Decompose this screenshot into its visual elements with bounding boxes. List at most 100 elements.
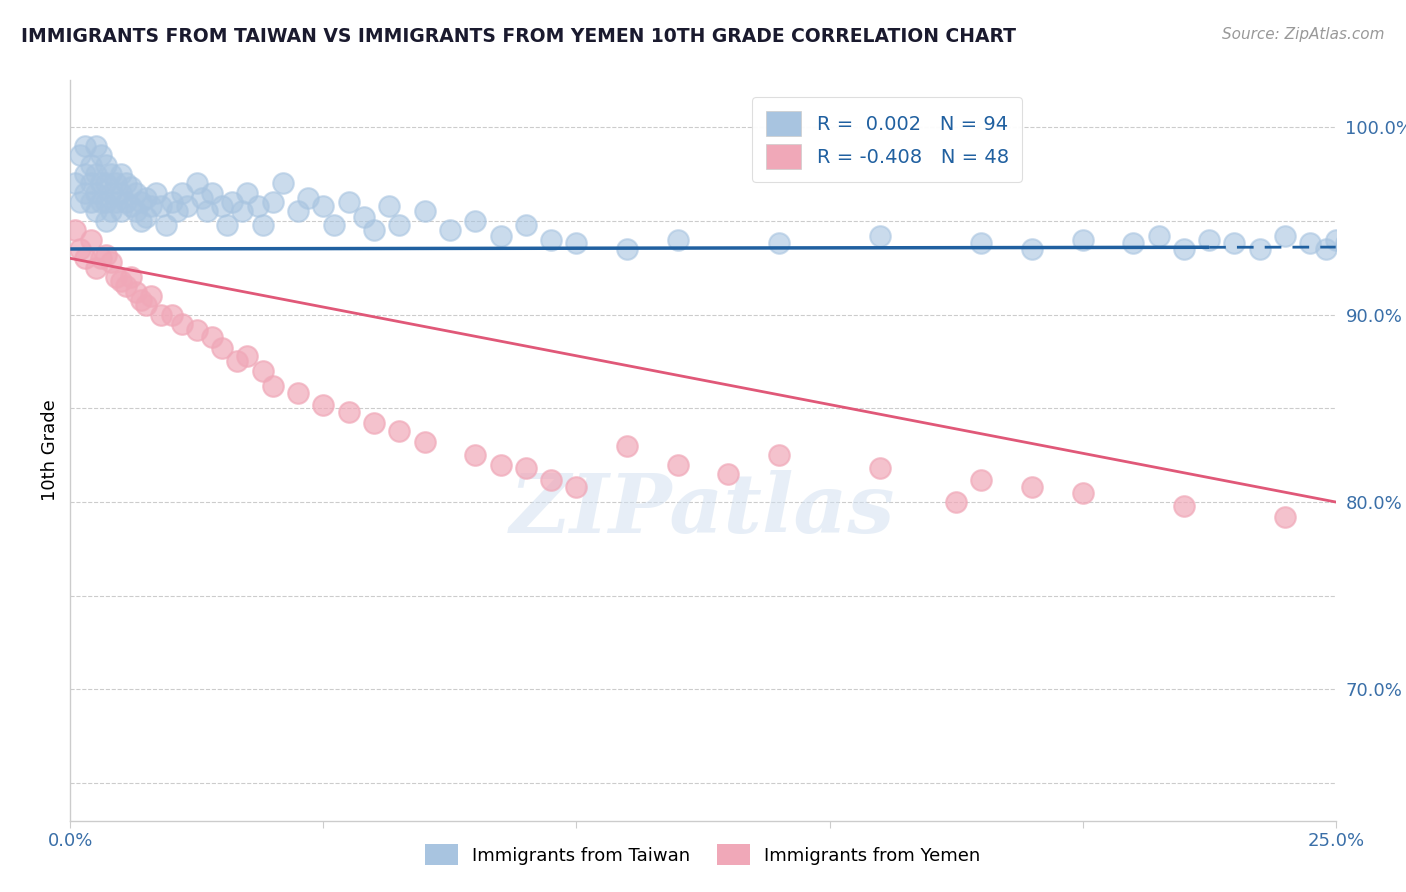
Point xyxy=(1071,233,1094,247)
Point xyxy=(970,236,993,251)
Point xyxy=(388,218,411,232)
Point xyxy=(217,218,239,232)
Point xyxy=(90,148,112,162)
Point xyxy=(616,242,638,256)
Point xyxy=(90,195,112,210)
Point xyxy=(1299,236,1322,251)
Point xyxy=(176,199,198,213)
Point xyxy=(110,186,132,200)
Point xyxy=(211,199,233,213)
Point xyxy=(413,435,436,450)
Point xyxy=(515,461,537,475)
Point xyxy=(337,405,360,419)
Point xyxy=(378,199,401,213)
Point xyxy=(84,260,107,275)
Point xyxy=(464,214,486,228)
Point xyxy=(252,218,274,232)
Point xyxy=(120,270,142,285)
Point xyxy=(540,233,562,247)
Point xyxy=(388,424,411,438)
Point xyxy=(439,223,461,237)
Point xyxy=(1021,242,1043,256)
Point xyxy=(79,158,101,172)
Point xyxy=(115,195,138,210)
Point xyxy=(945,495,967,509)
Point xyxy=(226,354,249,368)
Point xyxy=(145,186,167,200)
Point xyxy=(115,177,138,191)
Point xyxy=(489,228,512,243)
Point xyxy=(262,195,284,210)
Point xyxy=(1198,233,1220,247)
Point xyxy=(100,255,122,269)
Point xyxy=(75,252,97,266)
Point xyxy=(75,186,97,200)
Point xyxy=(129,214,152,228)
Point xyxy=(1334,236,1357,251)
Point xyxy=(489,458,512,472)
Point xyxy=(464,448,486,462)
Point xyxy=(160,308,183,322)
Point xyxy=(970,473,993,487)
Point xyxy=(221,195,243,210)
Point xyxy=(150,199,173,213)
Point xyxy=(75,139,97,153)
Point xyxy=(666,458,689,472)
Point xyxy=(1315,242,1337,256)
Point xyxy=(94,195,117,210)
Point xyxy=(312,199,335,213)
Point xyxy=(141,289,163,303)
Point xyxy=(353,210,375,224)
Point xyxy=(322,218,344,232)
Point xyxy=(869,228,891,243)
Point xyxy=(271,177,294,191)
Point xyxy=(84,167,107,181)
Point xyxy=(166,204,188,219)
Point xyxy=(125,186,148,200)
Point xyxy=(191,191,214,205)
Point xyxy=(1122,236,1144,251)
Y-axis label: 10th Grade: 10th Grade xyxy=(41,400,59,501)
Point xyxy=(65,177,87,191)
Point xyxy=(90,252,112,266)
Point xyxy=(94,247,117,261)
Point xyxy=(768,236,790,251)
Point xyxy=(155,218,177,232)
Point xyxy=(565,480,588,494)
Point xyxy=(1173,499,1195,513)
Point xyxy=(363,417,385,431)
Point xyxy=(79,195,101,210)
Point xyxy=(246,199,269,213)
Point xyxy=(717,467,740,481)
Point xyxy=(115,279,138,293)
Point xyxy=(104,177,127,191)
Legend: Immigrants from Taiwan, Immigrants from Yemen: Immigrants from Taiwan, Immigrants from … xyxy=(416,835,990,874)
Point xyxy=(90,177,112,191)
Point xyxy=(129,293,152,307)
Point xyxy=(1071,485,1094,500)
Text: IMMIGRANTS FROM TAIWAN VS IMMIGRANTS FROM YEMEN 10TH GRADE CORRELATION CHART: IMMIGRANTS FROM TAIWAN VS IMMIGRANTS FRO… xyxy=(21,27,1017,45)
Point xyxy=(768,448,790,462)
Point xyxy=(150,308,173,322)
Point xyxy=(120,199,142,213)
Point xyxy=(170,186,193,200)
Point xyxy=(540,473,562,487)
Text: ZIPatlas: ZIPatlas xyxy=(510,470,896,549)
Point xyxy=(69,148,91,162)
Point xyxy=(211,341,233,355)
Point xyxy=(79,177,101,191)
Legend: R =  0.002   N = 94, R = -0.408   N = 48: R = 0.002 N = 94, R = -0.408 N = 48 xyxy=(752,97,1022,182)
Point xyxy=(1249,242,1271,256)
Point xyxy=(135,210,157,224)
Point xyxy=(363,223,385,237)
Point xyxy=(135,191,157,205)
Point xyxy=(236,349,259,363)
Point xyxy=(297,191,319,205)
Point xyxy=(515,218,537,232)
Point xyxy=(110,204,132,219)
Point xyxy=(84,204,107,219)
Point xyxy=(94,214,117,228)
Point xyxy=(84,139,107,153)
Point xyxy=(1350,242,1372,256)
Point xyxy=(195,204,218,219)
